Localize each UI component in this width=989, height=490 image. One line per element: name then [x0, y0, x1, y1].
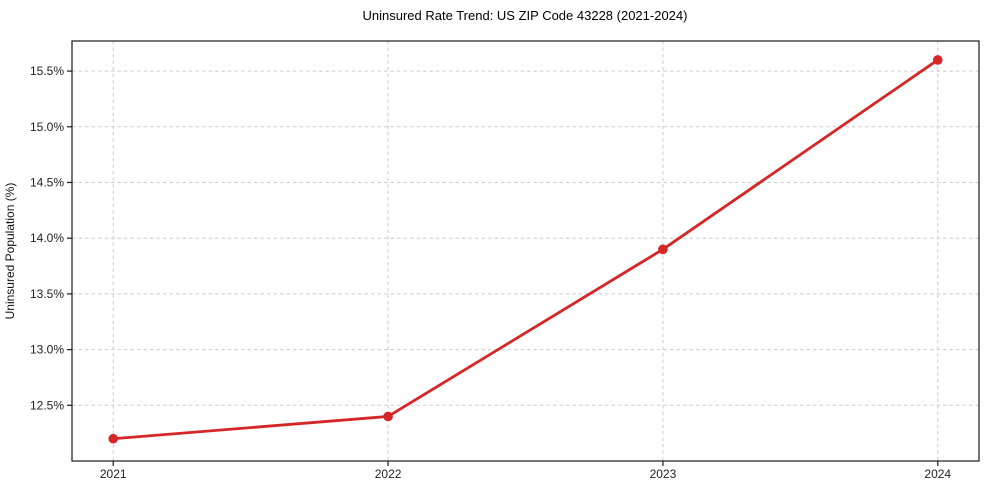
y-tick-label: 12.5% [30, 398, 64, 412]
x-tick-label: 2021 [100, 467, 127, 481]
gridlines [72, 41, 979, 461]
y-tick-label: 15.5% [30, 64, 64, 78]
tick-labels: 12.5% 13.0% 13.5% 14.0% 14.5% 15.0% 15.5% 2021 2… [30, 64, 951, 481]
y-tick-label: 13.0% [30, 343, 64, 357]
trend-line [111, 58, 940, 441]
y-tick-label: 14.5% [30, 175, 64, 189]
chart-title: Uninsured Rate Trend: US ZIP Code 43228 … [363, 8, 688, 23]
y-tick-label: 14.0% [30, 231, 64, 245]
data-series [108, 55, 943, 444]
x-tick-label: 2022 [375, 467, 402, 481]
x-tick-label: 2024 [924, 467, 951, 481]
plot-border [71, 40, 980, 462]
y-tick-label: 13.5% [30, 287, 64, 301]
data-point-marker [932, 55, 943, 65]
x-tick-label: 2023 [650, 467, 677, 481]
data-point-marker [108, 433, 119, 444]
data-point-marker [383, 411, 393, 422]
y-axis-label: Uninsured Population (%) [3, 183, 17, 320]
data-point-marker [658, 244, 668, 255]
axes [67, 40, 980, 466]
y-tick-label: 15.0% [30, 120, 64, 134]
